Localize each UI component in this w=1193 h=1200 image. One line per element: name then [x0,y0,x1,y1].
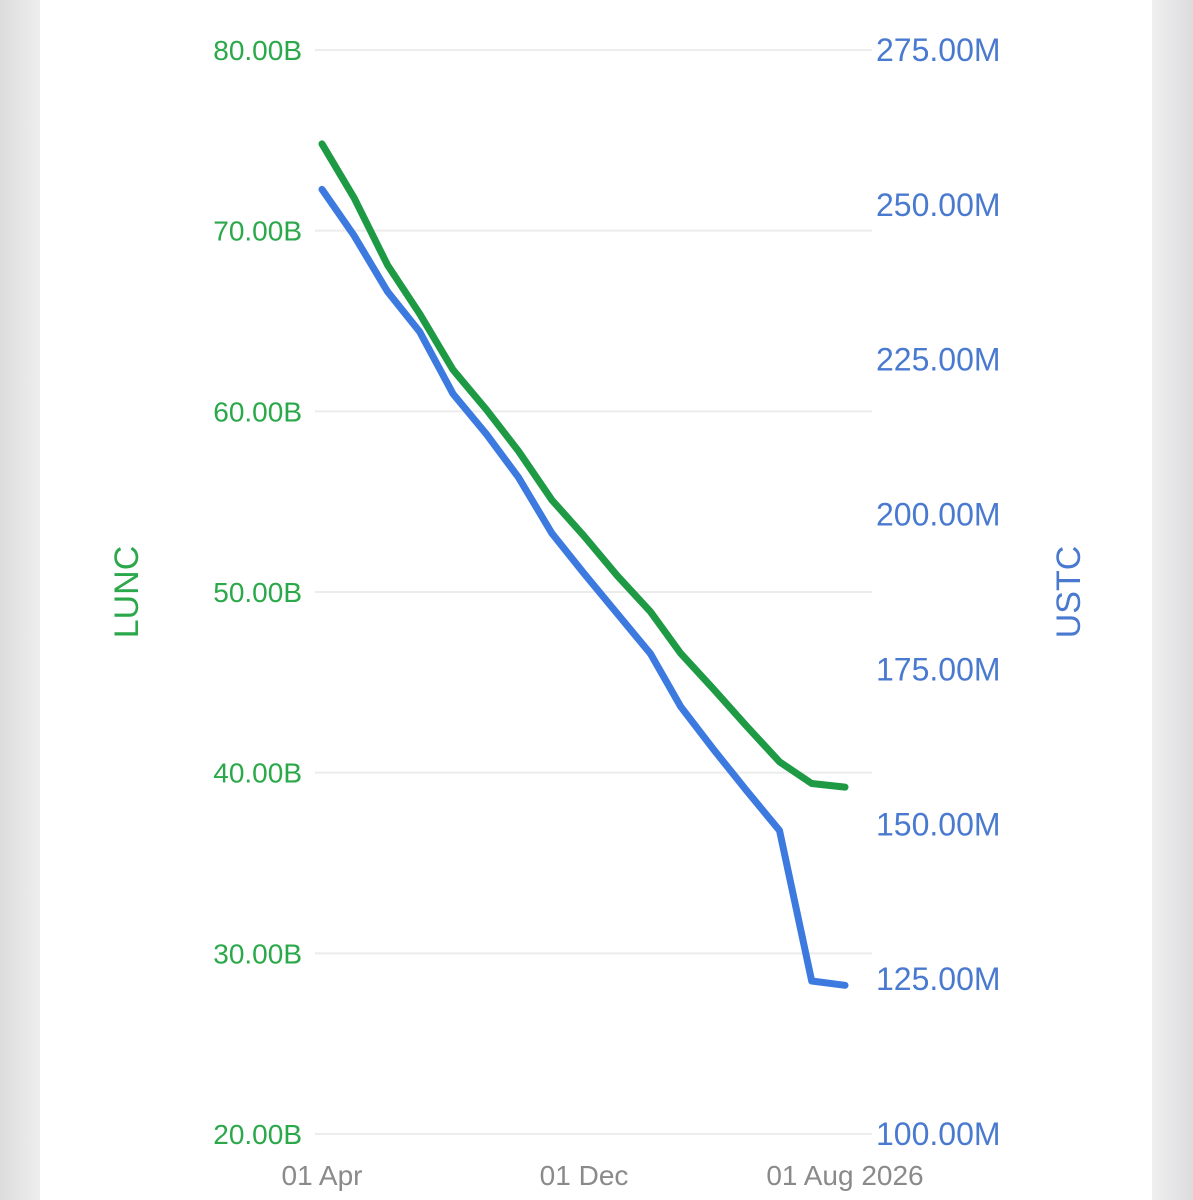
chart-card [40,0,1152,1200]
grid-lines [315,49,872,1135]
right-tick-label: 275.00M [876,32,1001,68]
series-line-ustc [318,185,849,989]
x-tick-label: 01 Aug 2026 [766,1160,923,1191]
x-axis-ticks: 01 Apr 01 Dec 01 Aug 2026 [282,1160,924,1191]
right-tick-label: 225.00M [876,342,1001,378]
right-tick-label: 200.00M [876,497,1001,533]
right-axis-ticks: 275.00M 250.00M 225.00M 200.00M 175.00M 150.0… [876,32,1001,1152]
page-left-edge [0,0,40,1200]
left-axis-ticks: 80.00B 70.00B 60.00B 50.00B 40.00B 30.00B 20.0… [213,35,302,1150]
left-tick-label: 30.00B [213,938,302,969]
left-tick-label: 70.00B [213,216,302,247]
left-tick-label: 60.00B [213,396,302,427]
right-axis-title: USTC [1050,546,1088,639]
right-tick-label: 100.00M [876,1116,1001,1152]
series-line-lunc [318,140,849,791]
left-tick-label: 20.00B [213,1119,302,1150]
series-lines [318,140,849,989]
x-tick-label: 01 Dec [540,1160,629,1191]
right-tick-label: 175.00M [876,651,1001,687]
left-axis-title: LUNC [108,546,146,639]
left-tick-label: 40.00B [213,758,302,789]
right-tick-label: 150.00M [876,806,1001,842]
left-tick-label: 80.00B [213,35,302,66]
right-tick-label: 250.00M [876,187,1001,223]
right-tick-label: 125.00M [876,961,1001,997]
left-tick-label: 50.00B [213,577,302,608]
x-tick-label: 01 Apr [282,1160,363,1191]
page-right-edge [1152,0,1193,1200]
